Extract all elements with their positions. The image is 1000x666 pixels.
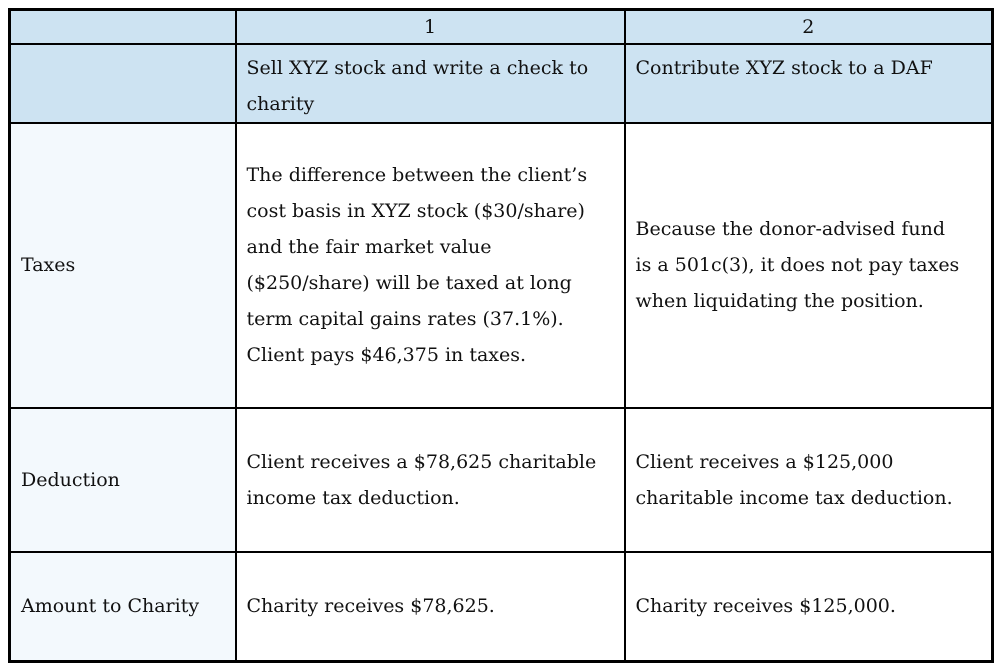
- amount-option-1-cell: Charity receives $78,625.: [234, 550, 626, 663]
- taxes-option-1-cell: The difference between the client’s cost…: [234, 121, 626, 409]
- option-1-title: Sell XYZ stock and write a check to char…: [234, 42, 626, 124]
- deduction-row: Deduction Client receives a $78,625 char…: [8, 406, 994, 553]
- deduction-option-2-cell: Client receives a $125,000 charitable in…: [623, 406, 994, 553]
- amount-option-2-cell: Charity receives $125,000.: [623, 550, 994, 663]
- column-number-header-row: 1 2: [8, 8, 994, 45]
- amount-to-charity-row: Amount to Charity Charity receives $78,6…: [8, 550, 994, 663]
- amount-to-charity-row-label: Amount to Charity: [8, 550, 237, 663]
- option-2-column-number: 2: [623, 8, 994, 45]
- option-title-corner-cell: [8, 42, 237, 124]
- option-1-column-number: 1: [234, 8, 626, 45]
- corner-cell: [8, 8, 237, 45]
- comparison-table: 1 2 Sell XYZ stock and write a check to …: [8, 8, 994, 663]
- option-title-header-row: Sell XYZ stock and write a check to char…: [8, 42, 994, 124]
- deduction-option-1-cell: Client receives a $78,625 charitable inc…: [234, 406, 626, 553]
- taxes-row: Taxes The difference between the client’…: [8, 121, 994, 409]
- deduction-row-label: Deduction: [8, 406, 237, 553]
- taxes-option-2-cell: Because the donor-advised fund is a 501c…: [623, 121, 994, 409]
- option-2-title: Contribute XYZ stock to a DAF: [623, 42, 994, 124]
- taxes-row-label: Taxes: [8, 121, 237, 409]
